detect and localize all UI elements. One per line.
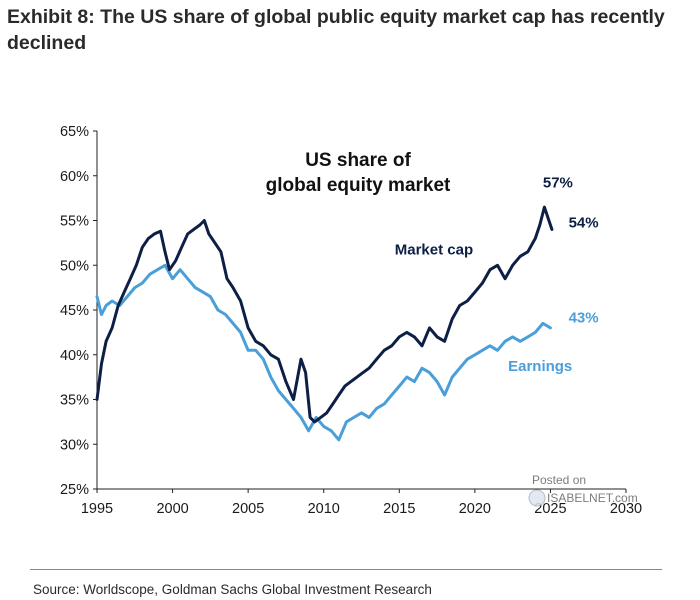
x-tick-label: 2000: [156, 501, 188, 517]
y-tick-label: 50%: [60, 258, 89, 274]
y-tick-label: 55%: [60, 214, 89, 230]
y-tick-label: 25%: [60, 482, 89, 498]
watermark-line2: ISABELNET.com: [547, 491, 638, 505]
y-tick-label: 65%: [60, 124, 89, 140]
y-tick-label: 60%: [60, 169, 89, 185]
series-label: Earnings: [508, 358, 572, 375]
y-tick-label: 40%: [60, 348, 89, 364]
x-tick-label: 2020: [459, 501, 491, 517]
chart-title-line2: global equity market: [266, 175, 451, 196]
data-label: 43%: [569, 310, 599, 327]
source-note: Source: Worldscope, Goldman Sachs Global…: [33, 582, 432, 597]
x-tick-label: 2010: [308, 501, 340, 517]
series-line-market-cap: [95, 205, 554, 424]
y-tick-label: 30%: [60, 437, 89, 453]
source-divider: [30, 569, 662, 570]
x-tick-label: 2030: [610, 501, 642, 517]
x-tick-label: 1995: [81, 501, 113, 517]
y-tick-label: 45%: [60, 303, 89, 319]
chart-title-line1: US share of: [305, 150, 411, 171]
data-label: 54%: [569, 215, 599, 232]
exhibit-title: Exhibit 8: The US share of global public…: [7, 6, 665, 54]
series-line-earnings: [95, 263, 552, 442]
x-tick-label: 2005: [232, 501, 264, 517]
series-layer: [95, 205, 554, 442]
x-tick-label: 2025: [534, 501, 566, 517]
series-label: Market cap: [395, 242, 473, 259]
watermark: Posted on ISABELNET.com: [528, 473, 638, 507]
watermark-globe-icon: [528, 489, 546, 507]
data-label: 57%: [543, 174, 573, 191]
x-tick-label: 2015: [383, 501, 415, 517]
annotations: Market cap Earnings 57% 54% 43%: [395, 174, 599, 374]
watermark-line1: Posted on: [532, 473, 586, 487]
x-axis-ticks: 1995 2000 2005 2010 2015 2020 2025 2030: [81, 489, 642, 517]
y-axis-ticks: 25% 30% 35% 40% 45% 50% 55% 60% 65%: [60, 124, 97, 498]
y-tick-label: 35%: [60, 393, 89, 409]
